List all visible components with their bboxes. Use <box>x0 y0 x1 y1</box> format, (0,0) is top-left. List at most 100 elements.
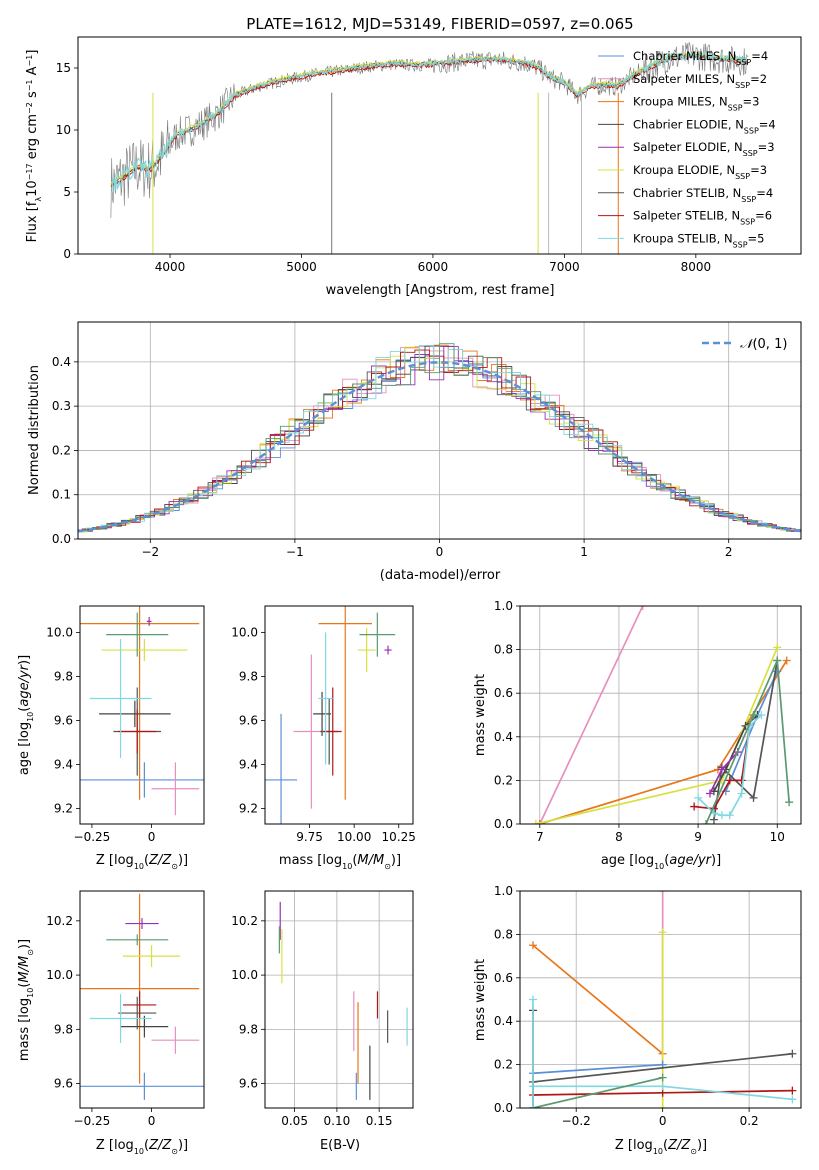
y-tick-label: 0.2 <box>494 1058 513 1072</box>
label-part: )] <box>17 655 32 665</box>
label-part: SSP <box>735 172 750 181</box>
panel-age-vs-mass: 9.75 10.00 10.25 9.2 9.4 9.6 9.8 10.0 mass [log1… <box>231 605 416 871</box>
series-line <box>725 671 779 792</box>
y-tick-label: 15 <box>56 61 71 75</box>
x-tick-label: 1 <box>580 545 588 559</box>
y-tick-label: 9.8 <box>54 669 73 683</box>
label-part: −1 <box>25 55 34 67</box>
legend-label: Salpeter ELODIE, NSSP=3 <box>633 140 775 158</box>
label-part: =3 <box>758 140 775 154</box>
y-axis-label: age [log10(age/yr)] <box>17 655 35 775</box>
label-part: )] <box>391 853 401 868</box>
x-tick-label: 2 <box>725 545 733 559</box>
y-axis-label: Normed distribution <box>27 365 42 495</box>
x-tick-label: 7000 <box>549 260 580 274</box>
label-part: SSP <box>733 240 748 249</box>
x-tick-label: 10.25 <box>382 830 416 844</box>
label-part: erg cm <box>25 114 40 163</box>
label-part: ⊙ <box>384 862 391 871</box>
label-part: N <box>728 49 737 63</box>
label-part: Chabrier ELODIE, <box>633 117 735 131</box>
label-part: M/M <box>357 853 384 868</box>
x-tick-label: 0 <box>436 545 444 559</box>
y-tick-label: 10 <box>56 123 71 137</box>
y-tick-label: 0.6 <box>494 971 513 985</box>
label-part: ( <box>664 853 669 868</box>
label-part: Salpeter STELIB, <box>633 209 731 223</box>
label-part: log <box>114 853 134 868</box>
x-tick-label: −2 <box>141 545 159 559</box>
point-marker <box>690 802 699 811</box>
series-line <box>532 1052 793 1083</box>
label-part: log <box>322 853 342 868</box>
point-marker <box>658 928 667 937</box>
label-part: age/yr <box>669 853 712 868</box>
x-tick-label: −0.25 <box>74 1114 111 1128</box>
histogram-step <box>78 344 801 533</box>
label-part: =6 <box>755 209 772 223</box>
y-tick-label: 0.8 <box>494 643 513 657</box>
axes-frame <box>264 890 414 1109</box>
panel-weight-vs-Z: −0.2 0 0.2 0.0 0.2 0.4 0.6 0.8 1.0 Z [log10(Z/Z⊙)… <box>473 884 802 1156</box>
point-marker <box>773 643 782 652</box>
x-tick-label: 0.2 <box>740 1114 759 1128</box>
panel-mass-vs-Z: −0.25 09.69.810.010.2Z [log10(Z/Z⊙)]mass … <box>17 890 205 1156</box>
label-part: ( <box>17 707 32 712</box>
plot-area <box>80 893 204 1100</box>
label-part: =5 <box>748 231 765 245</box>
figure-title: PLATE=1612, MJD=53149, FIBERID=0597, z=0… <box>246 15 633 33</box>
point-marker <box>788 1095 797 1104</box>
y-tick-label: 9.6 <box>239 714 258 728</box>
label-part: ⊙ <box>171 1147 178 1156</box>
y-tick-label: 9.6 <box>239 1077 258 1091</box>
label-part: 10 <box>26 712 35 722</box>
y-tick-label: 5 <box>63 185 71 199</box>
x-tick-label: 10.00 <box>337 830 371 844</box>
y-tick-label: 0.2 <box>52 443 71 457</box>
label-part: ( <box>352 853 357 868</box>
point-marker <box>702 820 711 824</box>
label-part: 10 <box>134 1147 144 1156</box>
label-part: )] <box>178 853 188 868</box>
label-part: A <box>25 66 40 79</box>
label-part: Z [ <box>96 853 114 868</box>
label-part: SSP <box>741 194 756 203</box>
label-part: ( <box>663 1138 668 1153</box>
label-part: 10 <box>342 862 352 871</box>
legend-label: 𝒩(0, 1) <box>740 337 787 352</box>
point-marker <box>535 820 544 824</box>
x-axis-label: wavelength [Angstrom, rest frame] <box>326 283 555 298</box>
y-tick-label: 9.2 <box>239 802 258 816</box>
x-tick-label: 9 <box>694 830 702 844</box>
y-tick-label: 10.2 <box>231 914 258 928</box>
label-part: log <box>634 853 654 868</box>
label-part: N <box>726 163 735 177</box>
label-part: log <box>17 722 32 742</box>
x-tick-label: 0 <box>659 1114 667 1128</box>
point-marker <box>705 789 714 798</box>
y-axis-label: Flux [fλ10−17 erg cm−2 s−1 A−1] <box>25 50 43 243</box>
y-tick-label: 0.3 <box>52 399 71 413</box>
y-tick-label: 10.0 <box>231 968 258 982</box>
series-line <box>705 660 790 824</box>
point-marker <box>782 656 791 665</box>
point-marker <box>788 1086 797 1095</box>
label-part: Kroupa ELODIE, <box>633 163 726 177</box>
legend-label: Salpeter MILES, NSSP=2 <box>633 72 767 90</box>
x-tick-label: −1 <box>286 545 304 559</box>
y-tick-label: 0.0 <box>52 532 71 546</box>
label-part: ⊙ <box>690 1147 697 1156</box>
panel-residuals: −2 −1 0 1 2 0.0 0.1 0.2 0.3 0.4 (data-model)/error… <box>27 321 802 583</box>
label-part: age [ <box>17 742 32 775</box>
x-tick-label: 0 <box>148 830 156 844</box>
legend-label: Chabrier MILES, NSSP=4 <box>633 49 768 67</box>
label-part: λ <box>34 197 43 202</box>
y-tick-label: 9.8 <box>54 1022 73 1036</box>
y-tick-label: 0 <box>63 247 71 261</box>
legend-label: Kroupa STELIB, NSSP=5 <box>633 231 764 249</box>
label-part: age/yr <box>17 663 32 706</box>
axes-frame <box>79 890 205 1109</box>
axes-frame <box>79 605 205 825</box>
